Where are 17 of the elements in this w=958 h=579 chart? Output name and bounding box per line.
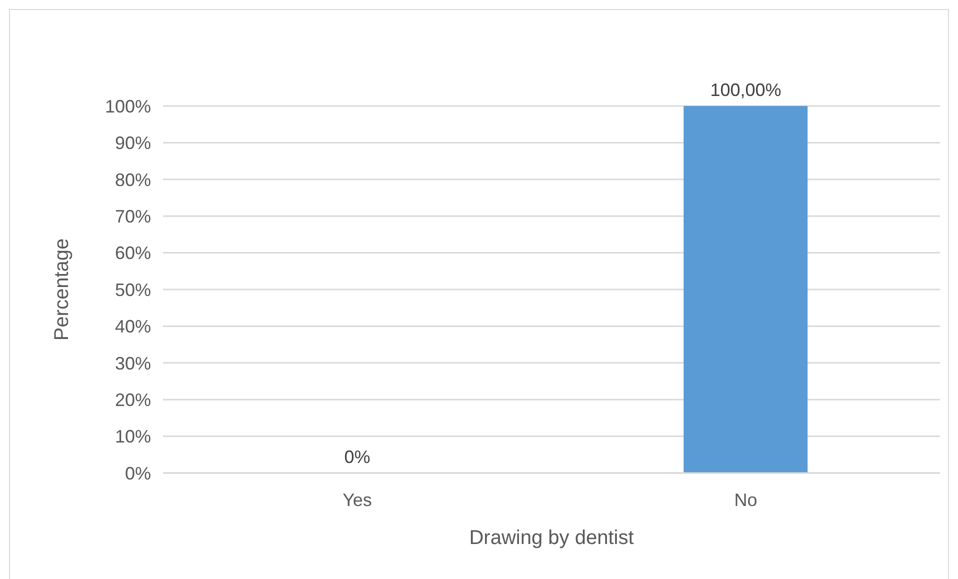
y-tick-label: 90% [114,133,151,154]
x-tick-label: Yes [342,490,372,510]
y-tick-label: 40% [114,316,151,337]
y-tick-label: 30% [114,353,151,374]
x-tick-label: No [734,490,758,510]
data-label: 0% [344,447,370,467]
y-tick-label: 60% [114,243,151,264]
y-tick-label: 20% [114,390,151,410]
y-tick-label: 50% [114,280,151,300]
data-label: 100,00% [710,80,782,100]
y-tick-label: 0% [124,463,151,484]
x-axis-title: Drawing by dentist [469,527,634,549]
y-tick-label: 100% [104,96,151,116]
y-tick-label: 10% [114,426,151,447]
y-tick-label: 80% [114,170,151,190]
y-axis-title: Percentage [51,238,73,341]
y-tick-label: 70% [114,206,151,226]
